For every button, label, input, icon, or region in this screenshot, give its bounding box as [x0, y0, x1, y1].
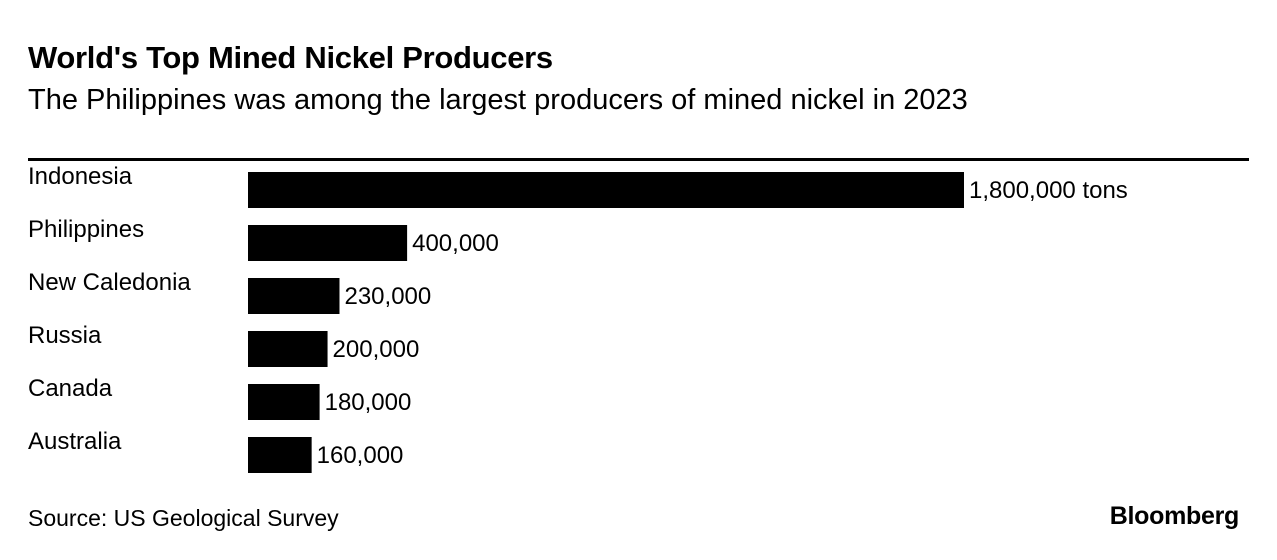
- source-note: Source: US Geological Survey: [28, 505, 339, 531]
- bar: [248, 278, 340, 314]
- top-divider: [28, 158, 1249, 161]
- bar: [248, 331, 328, 367]
- bar: [248, 384, 320, 420]
- value-label: 230,000: [344, 283, 431, 310]
- category-label: New Caledonia: [28, 269, 191, 296]
- category-label: Canada: [28, 375, 113, 402]
- chart-subtitle: The Philippines was among the largest pr…: [28, 84, 968, 116]
- category-label: Australia: [28, 428, 122, 455]
- value-label: 1,800,000 tons: [969, 177, 1128, 204]
- bar: [248, 437, 312, 473]
- category-label: Indonesia: [28, 163, 133, 190]
- value-label: 160,000: [317, 442, 404, 469]
- bar: [248, 172, 964, 208]
- value-label: 200,000: [333, 336, 420, 363]
- bloomberg-logo: Bloomberg: [1109, 502, 1240, 530]
- value-label: 180,000: [325, 389, 412, 416]
- value-label: 400,000: [412, 230, 499, 257]
- bars-group: Indonesia 1,800,000 tons Philippines 400,00…: [28, 163, 1128, 473]
- category-label: Philippines: [28, 216, 144, 243]
- category-label: Russia: [28, 322, 102, 349]
- chart-title: World's Top Mined Nickel Producers: [28, 40, 553, 75]
- bar: [248, 225, 408, 261]
